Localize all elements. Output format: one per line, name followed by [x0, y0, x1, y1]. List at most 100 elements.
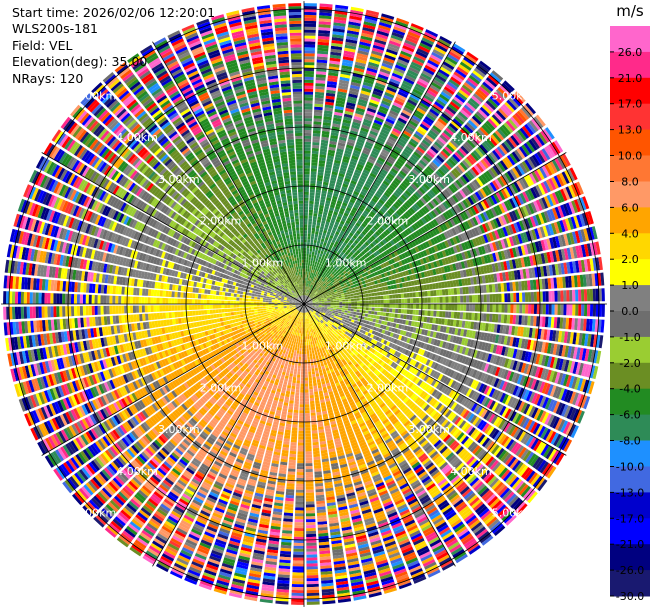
velocity-gate: [398, 137, 407, 145]
velocity-gate: [326, 256, 331, 261]
velocity-gate: [353, 190, 360, 196]
velocity-gate: [383, 299, 387, 304]
velocity-gate: [310, 284, 313, 288]
velocity-gate: [398, 298, 402, 304]
velocity-gate: [406, 287, 410, 293]
velocity-gate: [423, 67, 435, 76]
velocity-gate: [491, 70, 504, 81]
velocity-gate: [338, 285, 342, 289]
velocity-gate: [530, 187, 538, 199]
velocity-gate: [307, 271, 309, 275]
velocity-gate: [338, 233, 344, 238]
velocity-gate: [545, 304, 549, 315]
velocity-gate: [392, 304, 396, 308]
velocity-gate: [382, 194, 389, 201]
velocity-gate: [321, 270, 325, 275]
velocity-gate: [319, 259, 323, 264]
velocity-gate: [340, 272, 345, 276]
velocity-gate: [342, 249, 347, 254]
velocity-gate: [319, 3, 333, 8]
velocity-gate: [466, 184, 474, 194]
velocity-gate: [375, 114, 385, 120]
velocity-gate: [556, 174, 565, 187]
velocity-gate: [321, 133, 330, 138]
velocity-gate: [311, 156, 318, 161]
velocity-gate: [454, 94, 466, 103]
velocity-gate: [313, 276, 316, 280]
velocity-gate: [389, 37, 402, 45]
velocity-gate: [461, 126, 472, 136]
velocity-gate: [375, 82, 386, 89]
velocity-gate: [408, 173, 416, 181]
velocity-gate: [317, 237, 321, 242]
velocity-gate: [363, 253, 368, 259]
velocity-gate: [324, 203, 330, 207]
velocity-gate: [449, 101, 460, 110]
velocity-gate: [510, 95, 522, 107]
velocity-gate: [456, 225, 463, 233]
velocity-gate: [400, 309, 405, 314]
velocity-gate: [376, 292, 381, 296]
velocity-gate: [385, 220, 391, 227]
velocity-gate: [311, 159, 318, 163]
velocity-gate: [424, 310, 428, 316]
velocity-gate: [368, 202, 375, 208]
velocity-gate: [327, 212, 333, 217]
velocity-gate: [345, 38, 358, 44]
velocity-gate: [505, 120, 516, 132]
velocity-gate: [326, 274, 330, 278]
velocity-gate: [317, 35, 330, 40]
velocity-gate: [436, 304, 440, 310]
velocity-gate: [383, 214, 389, 220]
velocity-gate: [354, 317, 359, 321]
velocity-gate: [326, 89, 336, 94]
velocity-gate: [309, 269, 311, 273]
velocity-gate: [348, 306, 352, 309]
velocity-gate: [350, 298, 355, 302]
velocity-gate: [308, 218, 313, 222]
velocity-gate: [319, 280, 323, 284]
velocity-gate: [315, 281, 319, 285]
velocity-gate: [308, 290, 311, 294]
velocity-gate: [309, 300, 313, 302]
velocity-gate: [326, 243, 330, 248]
velocity-gate: [453, 167, 461, 177]
velocity-gate: [447, 81, 458, 91]
velocity-gate: [337, 145, 345, 150]
velocity-gate: [382, 126, 391, 133]
velocity-gate: [322, 214, 327, 219]
velocity-gate: [364, 290, 368, 294]
velocity-gate: [369, 242, 375, 248]
velocity-gate: [427, 178, 435, 187]
velocity-gate: [304, 9, 317, 13]
velocity-gate: [361, 124, 370, 130]
velocity-gate: [330, 201, 336, 206]
velocity-gate: [317, 216, 322, 221]
velocity-gate: [365, 246, 370, 252]
velocity-gate: [350, 9, 364, 15]
velocity-gate: [333, 289, 337, 293]
velocity-gate: [414, 179, 422, 187]
velocity-gate: [338, 274, 342, 278]
velocity-gate: [501, 304, 505, 313]
velocity-gate: [411, 168, 420, 176]
velocity-gate: [450, 183, 459, 192]
velocity-gate: [459, 223, 465, 232]
velocity-gate: [323, 251, 327, 256]
velocity-gate: [545, 127, 555, 140]
velocity-gate: [447, 198, 454, 207]
velocity-gate: [349, 130, 358, 136]
velocity-gate: [389, 196, 396, 203]
velocity-gate: [411, 247, 417, 254]
velocity-gate: [469, 97, 480, 108]
velocity-gate: [350, 127, 359, 133]
velocity-gate: [409, 216, 416, 224]
velocity-gate: [366, 257, 371, 262]
velocity-gate: [321, 286, 325, 289]
velocity-gate: [536, 168, 545, 180]
velocity-gate: [349, 232, 354, 237]
velocity-gate: [331, 171, 338, 176]
velocity-gate: [371, 183, 379, 190]
velocity-gate: [352, 217, 358, 222]
velocity-gate: [304, 70, 314, 75]
